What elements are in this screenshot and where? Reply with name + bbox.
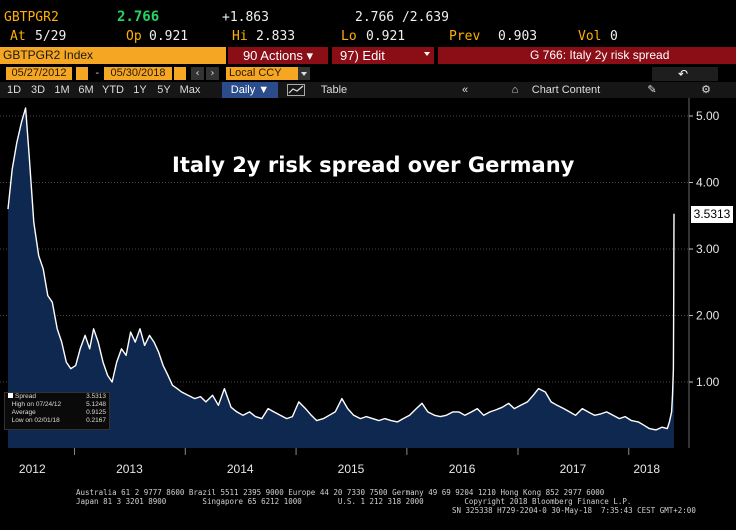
edit-dropdown-icon[interactable] — [424, 52, 430, 56]
period-bar: 1D 3D 1M 6M YTD 1Y 5Y Max Daily ▼ Table « ⌂ Cha… — [0, 82, 736, 98]
legend-label: Spread — [15, 393, 36, 400]
currency-dropdown-icon[interactable] — [298, 67, 310, 80]
prev-period-icon[interactable]: ‹ — [191, 67, 204, 80]
date-bar: 05/27/2012 - 05/30/2018 ‹ › Local CCY ↶ — [0, 66, 736, 82]
currency-field[interactable]: Local CCY — [226, 67, 299, 80]
x-tick-label: 2016 — [449, 462, 476, 476]
frequency-select[interactable]: Daily ▼ — [222, 82, 278, 98]
legend-value: 0.2167 — [86, 417, 106, 424]
footer-contacts-2: Japan 81 3 3201 8900 Singapore 65 6212 1… — [76, 497, 632, 506]
period-max[interactable]: Max — [179, 84, 201, 96]
low-value: 0.921 — [366, 29, 406, 44]
period-6m[interactable]: 6M — [78, 84, 94, 96]
at-label: At — [10, 29, 26, 44]
prev-label: Prev — [449, 29, 481, 44]
chart-title-tab[interactable]: G 766: Italy 2y risk spread — [438, 47, 736, 64]
last-price: 2.766 — [117, 9, 160, 25]
at-value: 5/29 — [35, 29, 67, 44]
x-tick-label: 2015 — [338, 462, 365, 476]
edit-chart-icon[interactable]: ✎ — [647, 84, 657, 96]
legend-row-low: Low on 02/01/18 0.2167 — [5, 417, 109, 425]
legend-value: 0.9125 — [86, 409, 106, 416]
x-tick-label: 2017 — [560, 462, 587, 476]
legend-swatch — [8, 393, 13, 398]
y-tick-label: 5.00 — [696, 109, 720, 123]
start-date-picker[interactable] — [76, 67, 88, 80]
period-3d[interactable]: 3D — [30, 84, 46, 96]
period-1m[interactable]: 1M — [54, 84, 70, 96]
date-separator: - — [94, 66, 101, 79]
last-value-label: 3.5313 — [691, 206, 733, 223]
start-date-field[interactable]: 05/27/2012 — [6, 67, 72, 80]
period-5y[interactable]: 5Y — [157, 84, 171, 96]
collapse-icon[interactable]: « — [461, 84, 469, 96]
volume-label: Vol — [578, 29, 602, 44]
x-tick-label: 2018 — [633, 462, 660, 476]
y-axis-ticks: 1.00 2.00 3.00 4.00 5.00 — [689, 109, 720, 389]
period-buttons: 1D 3D 1M 6M YTD 1Y 5Y Max — [2, 82, 204, 98]
change: +1.863 — [222, 10, 269, 25]
x-tick-label: 2013 — [116, 462, 143, 476]
period-1d[interactable]: 1D — [6, 84, 22, 96]
legend-label: High on 07/24/12 — [11, 401, 62, 408]
y-tick-label: 2.00 — [696, 309, 720, 323]
ticker: GBTPGR2 — [4, 10, 59, 25]
end-date-picker[interactable] — [174, 67, 186, 80]
legend-label: Average — [11, 409, 36, 416]
chart-content-button[interactable]: Chart Content — [531, 84, 601, 96]
next-period-icon[interactable]: › — [206, 67, 219, 80]
footer-session: SN 325338 H729-2204-0 30-May-18 7:35:43 … — [452, 506, 696, 515]
index-label: GBTPGR2 Index — [3, 48, 94, 62]
prev-value: 0.903 — [498, 29, 538, 44]
y-tick-label: 3.00 — [696, 242, 720, 256]
actions-button[interactable]: 90 Actions ▾ — [228, 47, 328, 64]
low-label: Lo — [341, 29, 357, 44]
spread-line — [7, 107, 675, 431]
open-label: Op — [126, 29, 142, 44]
high-label: Hi — [232, 29, 248, 44]
period-1y[interactable]: 1Y — [133, 84, 147, 96]
function-bar: GBTPGR2 Index 90 Actions ▾ 97) Edit G 76… — [0, 46, 736, 65]
chart-content-icon[interactable]: ⌂ — [511, 84, 519, 96]
edit-button[interactable]: 97) Edit — [332, 47, 434, 64]
undo-button[interactable]: ↶ — [652, 67, 718, 81]
index-field[interactable]: GBTPGR2 Index — [0, 47, 226, 64]
high-value: 2.833 — [256, 29, 296, 44]
x-tick-label: 2012 — [19, 462, 46, 476]
x-tick-label: 2014 — [227, 462, 254, 476]
legend-row-average: Average 0.9125 — [5, 409, 109, 417]
settings-icon[interactable]: ⚙ — [701, 84, 711, 96]
table-button[interactable]: Table — [320, 84, 348, 96]
y-tick-label: 4.00 — [696, 176, 720, 190]
legend-value: 5.1248 — [86, 401, 106, 408]
y-tick-label: 1.00 — [696, 375, 720, 389]
legend: Spread 3.5313 High on 07/24/12 5.1248 Av… — [4, 392, 110, 430]
legend-value: 3.5313 — [86, 393, 106, 400]
volume-value: 0 — [610, 29, 618, 44]
bid-ask: 2.766 /2.639 — [355, 10, 449, 25]
period-ytd[interactable]: YTD — [102, 84, 124, 96]
legend-row-high: High on 07/24/12 5.1248 — [5, 401, 109, 409]
legend-row-spread: Spread 3.5313 — [5, 393, 109, 401]
end-date-field[interactable]: 05/30/2018 — [104, 67, 172, 80]
footer-contacts-1: Australia 61 2 9777 8600 Brazil 5511 239… — [76, 488, 605, 497]
chart-title: Italy 2y risk spread over Germany — [172, 153, 575, 177]
legend-label: Low on 02/01/18 — [11, 417, 60, 424]
undo-icon: ↶ — [678, 67, 689, 81]
line-chart-icon[interactable] — [284, 82, 308, 98]
x-axis-ticks: 2012 2013 2014 2015 2016 2017 2018 — [19, 448, 660, 476]
open-value: 0.921 — [149, 29, 189, 44]
